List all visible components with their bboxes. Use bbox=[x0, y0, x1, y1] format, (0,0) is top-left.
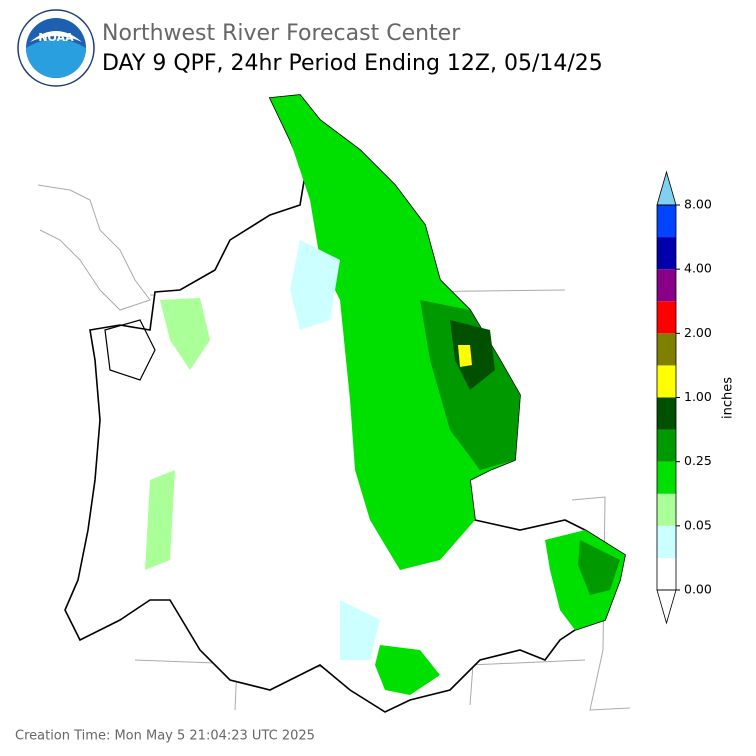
colorbar: 0.00 0.05 0.25 1.00 2.00 4.00 8.00 bbox=[656, 170, 712, 625]
colorbar-tick-label: 4.00 bbox=[684, 261, 712, 276]
colorbar-label: inches bbox=[721, 377, 736, 419]
colorbar-segment bbox=[657, 461, 676, 494]
creation-time: Creation Time: Mon May 5 21:04:23 UTC 20… bbox=[15, 729, 315, 744]
colorbar-tick-label: 2.00 bbox=[684, 325, 712, 340]
colorbar-segment bbox=[657, 397, 676, 430]
colorbar-tick-label: 0.00 bbox=[684, 582, 712, 597]
colorbar-tick-label: 0.05 bbox=[684, 517, 712, 532]
logo-text: NOAA bbox=[38, 31, 74, 44]
colorbar-segment bbox=[657, 557, 676, 590]
map-title: DAY 9 QPF, 24hr Period Ending 12Z, 05/14… bbox=[102, 51, 603, 76]
colorbar-segment bbox=[657, 429, 676, 462]
colorbar-segment bbox=[657, 365, 676, 398]
colorbar-segment bbox=[657, 301, 676, 334]
colorbar-under bbox=[656, 589, 677, 625]
colorbar-tick-label: 1.00 bbox=[684, 389, 712, 404]
org-name: Northwest River Forecast Center bbox=[102, 21, 461, 46]
colorbar-tick-label: 0.25 bbox=[684, 453, 712, 468]
colorbar-segment bbox=[657, 525, 676, 558]
colorbar-segment bbox=[657, 493, 676, 526]
colorbar-tick-label: 8.00 bbox=[684, 197, 712, 212]
colorbar-segment bbox=[657, 333, 676, 366]
colorbar-segment bbox=[657, 269, 676, 302]
colorbar-segment bbox=[657, 205, 676, 238]
colorbar-segment bbox=[657, 237, 676, 270]
noaa-logo: NOAA bbox=[17, 9, 95, 87]
colorbar-over bbox=[656, 170, 677, 206]
map bbox=[37, 94, 631, 713]
